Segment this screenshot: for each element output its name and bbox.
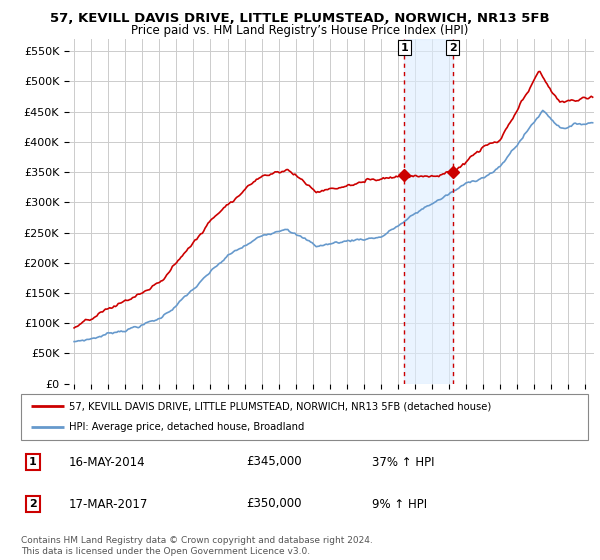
FancyBboxPatch shape [21, 394, 588, 440]
Text: 2: 2 [29, 499, 37, 509]
Text: £350,000: £350,000 [246, 497, 302, 511]
Text: £345,000: £345,000 [246, 455, 302, 469]
Text: 1: 1 [400, 43, 408, 53]
Text: 16-MAY-2014: 16-MAY-2014 [69, 455, 146, 469]
Text: 57, KEVILL DAVIS DRIVE, LITTLE PLUMSTEAD, NORWICH, NR13 5FB: 57, KEVILL DAVIS DRIVE, LITTLE PLUMSTEAD… [50, 12, 550, 25]
Text: 2: 2 [449, 43, 457, 53]
Text: HPI: Average price, detached house, Broadland: HPI: Average price, detached house, Broa… [69, 422, 305, 432]
Text: 9% ↑ HPI: 9% ↑ HPI [372, 497, 427, 511]
Text: Price paid vs. HM Land Registry’s House Price Index (HPI): Price paid vs. HM Land Registry’s House … [131, 24, 469, 37]
Text: 1: 1 [29, 457, 37, 467]
Text: 37% ↑ HPI: 37% ↑ HPI [372, 455, 434, 469]
Bar [404, 39, 452, 384]
Text: 17-MAR-2017: 17-MAR-2017 [69, 497, 148, 511]
Text: Contains HM Land Registry data © Crown copyright and database right 2024.
This d: Contains HM Land Registry data © Crown c… [21, 536, 373, 556]
Text: 57, KEVILL DAVIS DRIVE, LITTLE PLUMSTEAD, NORWICH, NR13 5FB (detached house): 57, KEVILL DAVIS DRIVE, LITTLE PLUMSTEAD… [69, 401, 491, 411]
